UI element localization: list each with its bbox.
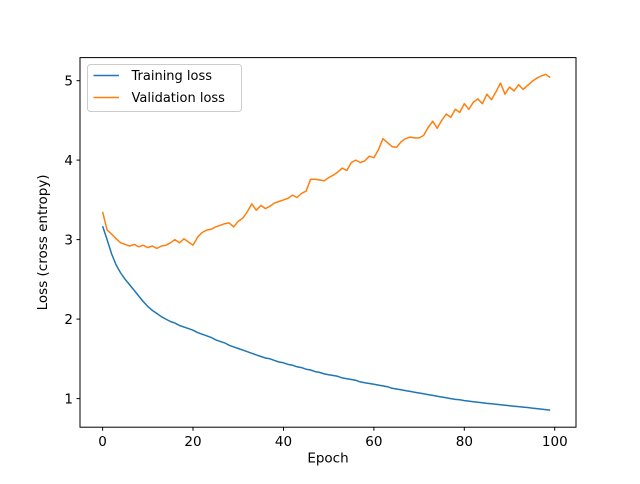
legend-label-validation: Validation loss bbox=[132, 91, 226, 106]
legend: Training loss Validation loss bbox=[87, 64, 242, 112]
y-tick-label: 4 bbox=[64, 153, 73, 169]
y-axis-title: Loss (cross entropy) bbox=[35, 174, 51, 310]
y-axis: 1 2 3 4 5 Loss (cross entropy) bbox=[35, 73, 73, 407]
x-axis: 0 20 40 60 80 100 Epoch bbox=[98, 434, 567, 467]
x-axis-title: Epoch bbox=[307, 451, 348, 467]
x-tick-label: 40 bbox=[275, 434, 292, 450]
y-tick-label: 3 bbox=[64, 232, 73, 248]
y-tick-label: 1 bbox=[64, 391, 73, 407]
plot-area bbox=[76, 57, 577, 431]
validation-loss-line bbox=[101, 73, 551, 250]
axes-frame bbox=[79, 57, 577, 428]
training-loss-line bbox=[101, 225, 551, 411]
x-tick-label: 20 bbox=[184, 434, 201, 450]
x-tick-label: 60 bbox=[365, 434, 382, 450]
y-tick-label: 2 bbox=[64, 312, 73, 328]
x-tick-label: 80 bbox=[456, 434, 473, 450]
y-tick-label: 5 bbox=[64, 73, 73, 89]
legend-box bbox=[87, 64, 242, 112]
legend-label-training: Training loss bbox=[131, 69, 213, 84]
x-tick-label: 100 bbox=[542, 434, 568, 450]
x-tick-label: 0 bbox=[98, 434, 107, 450]
